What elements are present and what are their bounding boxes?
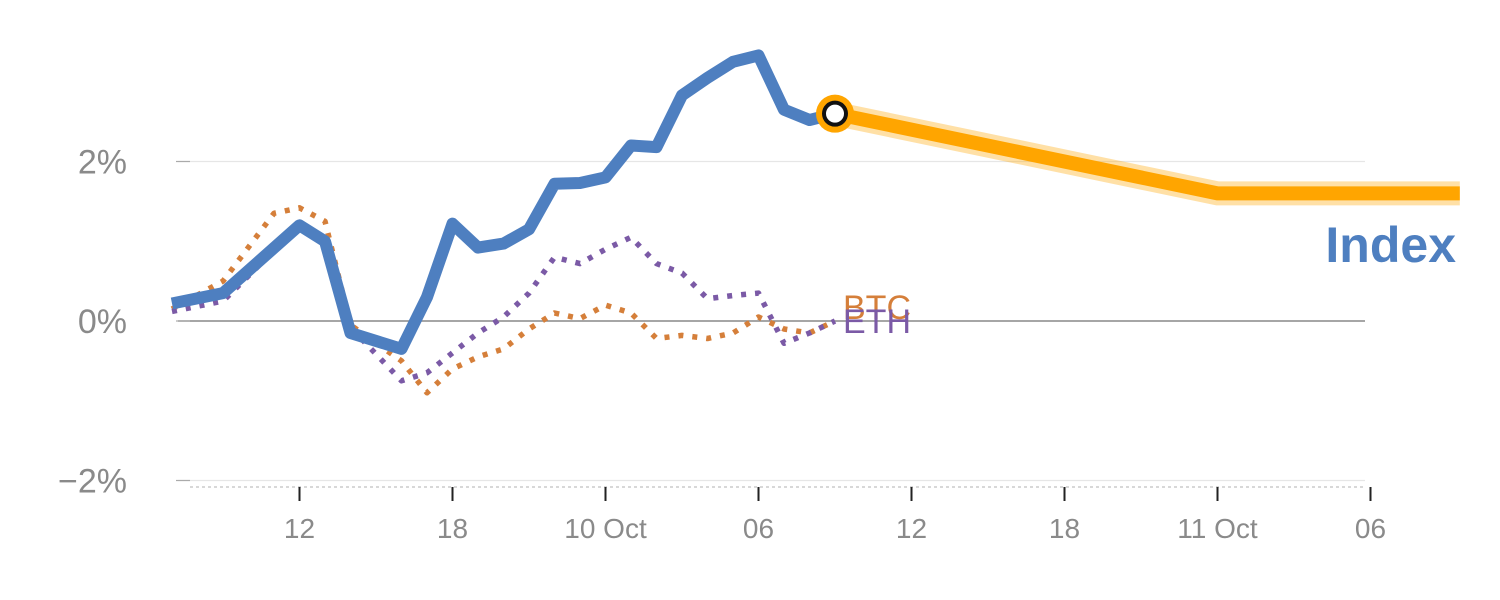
- forecast-line: [833, 106, 1460, 201]
- x-tick-label: 12: [896, 513, 927, 544]
- y-tick-label: 0%: [78, 303, 127, 341]
- current-marker-inner: [822, 100, 848, 127]
- x-tick-label: 12: [284, 513, 315, 544]
- x-tick-label: 06: [743, 513, 774, 544]
- series-group: [170, 49, 1460, 396]
- series-line-btc: [170, 205, 837, 396]
- series-label-eth: ETH: [843, 303, 911, 341]
- series-line-eth: [171, 222, 837, 384]
- x-tick-label: 18: [437, 513, 468, 544]
- x-tick-label: 10 Oct: [564, 513, 647, 544]
- y-axis: 2% 0% −2%: [58, 144, 190, 501]
- x-axis: 12 18 10 Oct 06 12 18 11 Oct 06: [190, 486, 1386, 544]
- x-tick-label: 11 Oct: [1177, 513, 1258, 544]
- y-tick-label: 2%: [78, 144, 127, 182]
- x-tick-label: 18: [1049, 513, 1080, 544]
- series-line-index: [170, 49, 837, 355]
- series-label-btc: BTC: [843, 289, 911, 327]
- series-label-index: Index: [1325, 217, 1456, 273]
- x-tick-label: 06: [1355, 513, 1386, 544]
- y-tick-label: −2%: [58, 463, 127, 501]
